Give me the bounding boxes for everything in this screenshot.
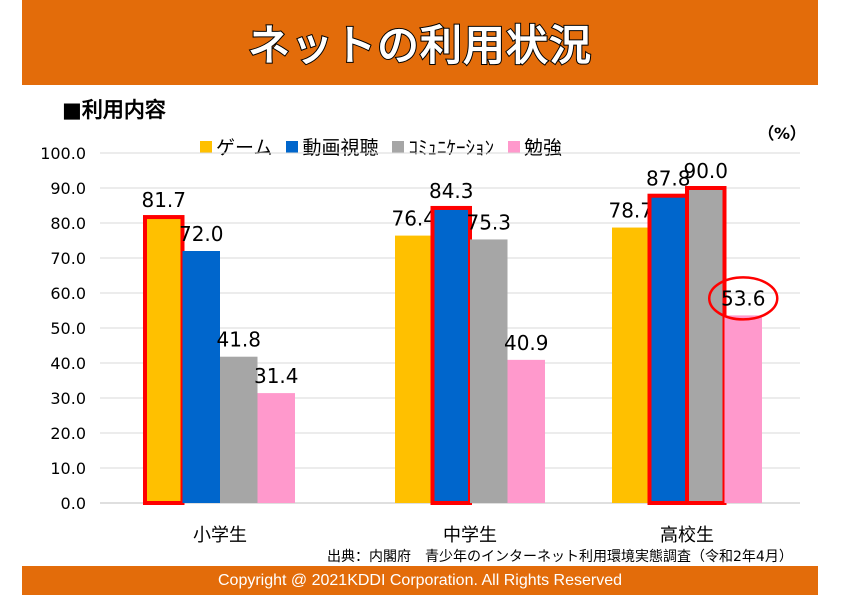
y-tick-label: 50.0 — [50, 319, 86, 338]
data-label: 87.8 — [646, 167, 691, 191]
bar-2-1 — [647, 193, 689, 505]
y-tick-label: 60.0 — [50, 284, 86, 303]
y-tick-label: 80.0 — [50, 214, 86, 233]
data-label: 53.6 — [721, 286, 766, 310]
data-label: 40.9 — [504, 331, 549, 355]
data-label: 41.8 — [216, 328, 261, 352]
data-label: 76.4 — [391, 207, 436, 231]
data-label: 78.7 — [608, 199, 653, 223]
x-tick-label: 中学生 — [443, 525, 497, 546]
bar-1-3 — [507, 359, 545, 503]
copyright-text: Copyright @ 2021KDDI Corporation. All Ri… — [218, 571, 622, 589]
bar-0-2 — [220, 356, 258, 503]
x-tick-label: 小学生 — [193, 525, 247, 546]
bar-2-0 — [612, 227, 650, 504]
data-label: 84.3 — [429, 179, 474, 203]
x-tick-label: 高校生 — [660, 525, 714, 546]
y-tick-label: 40.0 — [50, 354, 86, 373]
bar-0-1 — [182, 251, 220, 503]
highlight-circle — [708, 276, 779, 321]
bar-1-2 — [470, 239, 508, 503]
header-bar: ネットの利用状況 — [22, 0, 818, 85]
data-label: 31.4 — [254, 364, 299, 388]
y-tick-label: 0.0 — [61, 494, 86, 513]
page-title: ネットの利用状況 — [247, 20, 592, 71]
footer-bar: Copyright @ 2021KDDI Corporation. All Ri… — [22, 566, 818, 595]
bar-2-2 — [685, 186, 727, 505]
bar-1-0 — [395, 235, 433, 503]
legend-swatch — [200, 140, 212, 153]
y-tick-label: 10.0 — [50, 459, 86, 478]
bar-0-0 — [143, 215, 185, 506]
source-note: 出典：内閣府 青少年のインターネット利用環境実態調査（令和2年4月） — [327, 549, 793, 565]
unit-label: （%） — [758, 124, 807, 143]
data-label: 90.0 — [683, 159, 728, 183]
bar-1-1 — [430, 205, 472, 505]
y-tick-label: 70.0 — [50, 249, 86, 268]
data-label: 81.7 — [141, 188, 186, 212]
data-label: 75.3 — [466, 210, 511, 234]
y-tick-label: 30.0 — [50, 389, 86, 408]
y-tick-label: 90.0 — [50, 179, 86, 198]
legend-swatch — [507, 140, 520, 153]
y-tick-label: 100.0 — [40, 144, 86, 163]
bar-0-3 — [257, 393, 295, 503]
bar-2-3 — [724, 315, 762, 503]
section-title: ■利用内容 — [62, 98, 166, 122]
legend-swatch — [286, 140, 299, 153]
data-label: 72.0 — [179, 222, 224, 246]
y-tick-label: 20.0 — [50, 424, 86, 443]
legend-swatch — [392, 140, 405, 153]
